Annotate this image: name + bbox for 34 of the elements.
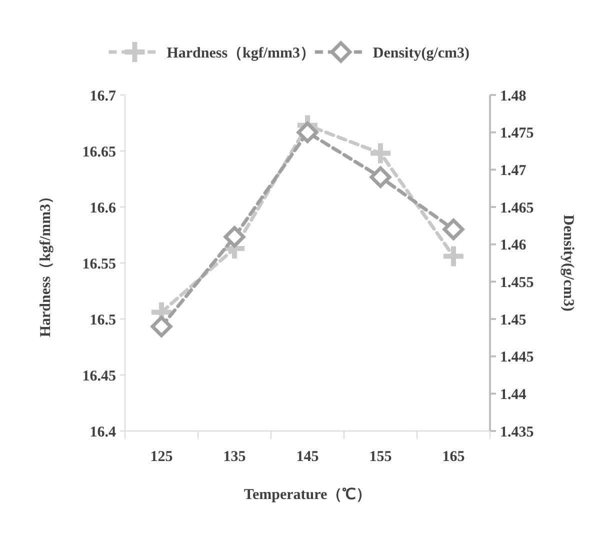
y2-tick-label: 1.45: [500, 312, 526, 328]
point: [444, 246, 464, 266]
x-tick-label: 135: [223, 449, 246, 465]
y-tick-label: 16.65: [82, 144, 116, 160]
point: [296, 122, 318, 144]
point: [442, 218, 464, 240]
x-tick-label: 155: [369, 449, 392, 465]
point: [150, 316, 172, 338]
y2-tick-label: 1.475: [500, 126, 534, 142]
y2-axis-title: Density(g/cm3): [560, 214, 576, 312]
y-axis-title: Hardness（kgf/mm3）: [38, 188, 54, 338]
point: [370, 143, 390, 164]
x-tick-label: 125: [150, 449, 173, 465]
x-tick-label: 165: [442, 449, 465, 465]
y-tick-label: 16.45: [82, 368, 116, 384]
y2-tick-label: 1.435: [500, 424, 534, 440]
point: [224, 226, 246, 248]
y2-tick-label: 1.47: [500, 162, 527, 179]
y2-tick-label: 1.46: [500, 238, 527, 254]
y2-tick-label: 1.445: [500, 350, 534, 366]
y-tick-label: 16.55: [82, 256, 116, 272]
y2-tick-label: 1.465: [500, 200, 534, 216]
x-tick-label: 145: [296, 449, 319, 465]
y2-tick-label: 1.44: [500, 386, 527, 403]
y2-tick-label: 1.455: [500, 274, 534, 291]
point: [370, 166, 392, 188]
y-tick-label: 16.4: [90, 424, 116, 440]
x-axis-title: Temperature（℃）: [244, 487, 372, 503]
y2-tick-label: 1.48: [500, 88, 526, 104]
y-tick-label: 16.6: [90, 200, 116, 216]
legend-label: Density(g/cm3): [372, 45, 470, 62]
y-tick-label: 16.7: [90, 88, 116, 104]
y-tick-label: 16.5: [90, 312, 116, 328]
legend-label: Hardness（kgf/mm3）: [166, 45, 316, 62]
